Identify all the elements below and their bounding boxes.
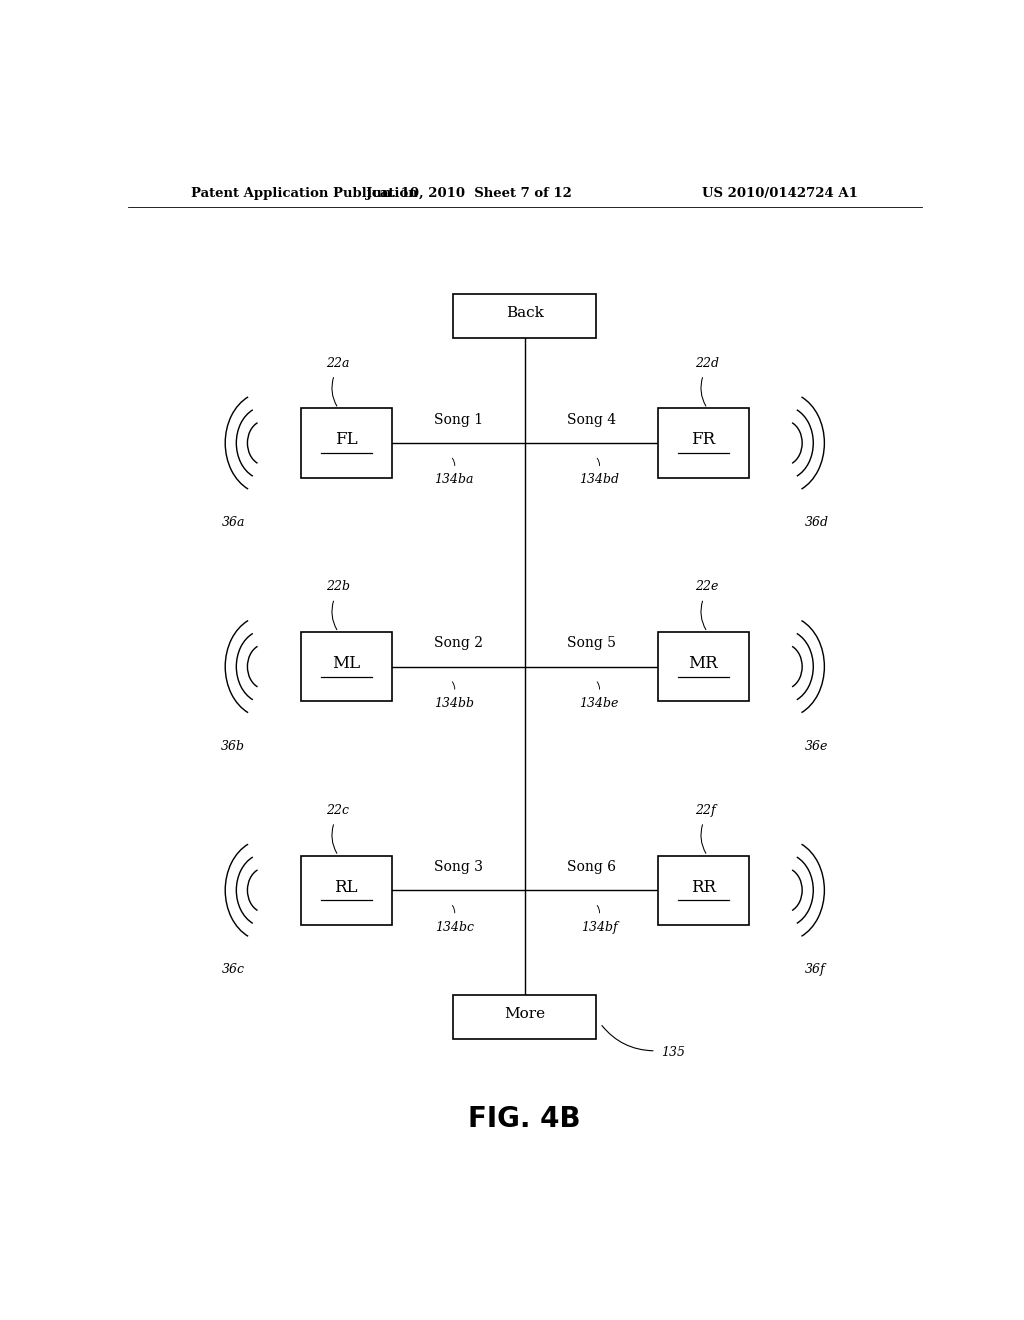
Text: RL: RL: [335, 879, 358, 896]
Text: FR: FR: [691, 432, 716, 449]
Text: MR: MR: [688, 655, 718, 672]
Text: Patent Application Publication: Patent Application Publication: [191, 187, 418, 201]
Text: Song 5: Song 5: [566, 636, 615, 651]
Text: Song 2: Song 2: [434, 636, 483, 651]
Text: 22c: 22c: [327, 804, 349, 817]
Text: Song 3: Song 3: [434, 859, 483, 874]
Text: 134bb: 134bb: [434, 697, 474, 710]
Text: FL: FL: [335, 432, 357, 449]
Text: Song 6: Song 6: [566, 859, 615, 874]
Text: ML: ML: [332, 655, 360, 672]
Text: 134bf: 134bf: [581, 921, 617, 933]
Bar: [657, 632, 749, 701]
Text: 135: 135: [662, 1047, 685, 1060]
Text: More: More: [504, 1007, 546, 1022]
Text: 134be: 134be: [580, 697, 618, 710]
Text: RR: RR: [691, 879, 716, 896]
Bar: [301, 632, 392, 701]
Text: 36a: 36a: [221, 516, 245, 529]
Text: 134bd: 134bd: [580, 474, 620, 487]
Text: Song 4: Song 4: [566, 413, 615, 426]
Bar: [454, 995, 596, 1039]
Text: 22e: 22e: [695, 581, 719, 594]
Text: 22b: 22b: [327, 581, 350, 594]
Text: 36f: 36f: [805, 964, 825, 977]
Text: FIG. 4B: FIG. 4B: [469, 1105, 581, 1133]
Text: 22a: 22a: [327, 356, 350, 370]
Text: Song 1: Song 1: [434, 413, 483, 426]
Text: 36e: 36e: [805, 739, 828, 752]
Bar: [301, 408, 392, 478]
Text: US 2010/0142724 A1: US 2010/0142724 A1: [702, 187, 858, 201]
Bar: [657, 408, 749, 478]
Text: Back: Back: [506, 306, 544, 319]
Text: 22d: 22d: [695, 356, 720, 370]
Text: 36c: 36c: [222, 964, 245, 977]
Text: 134ba: 134ba: [434, 474, 474, 487]
Bar: [454, 294, 596, 338]
Text: 36b: 36b: [221, 739, 245, 752]
Bar: [301, 855, 392, 925]
Text: Jun. 10, 2010  Sheet 7 of 12: Jun. 10, 2010 Sheet 7 of 12: [367, 187, 572, 201]
Text: 36d: 36d: [805, 516, 828, 529]
Text: 22f: 22f: [695, 804, 716, 817]
Bar: [657, 855, 749, 925]
Text: 134bc: 134bc: [435, 921, 474, 933]
